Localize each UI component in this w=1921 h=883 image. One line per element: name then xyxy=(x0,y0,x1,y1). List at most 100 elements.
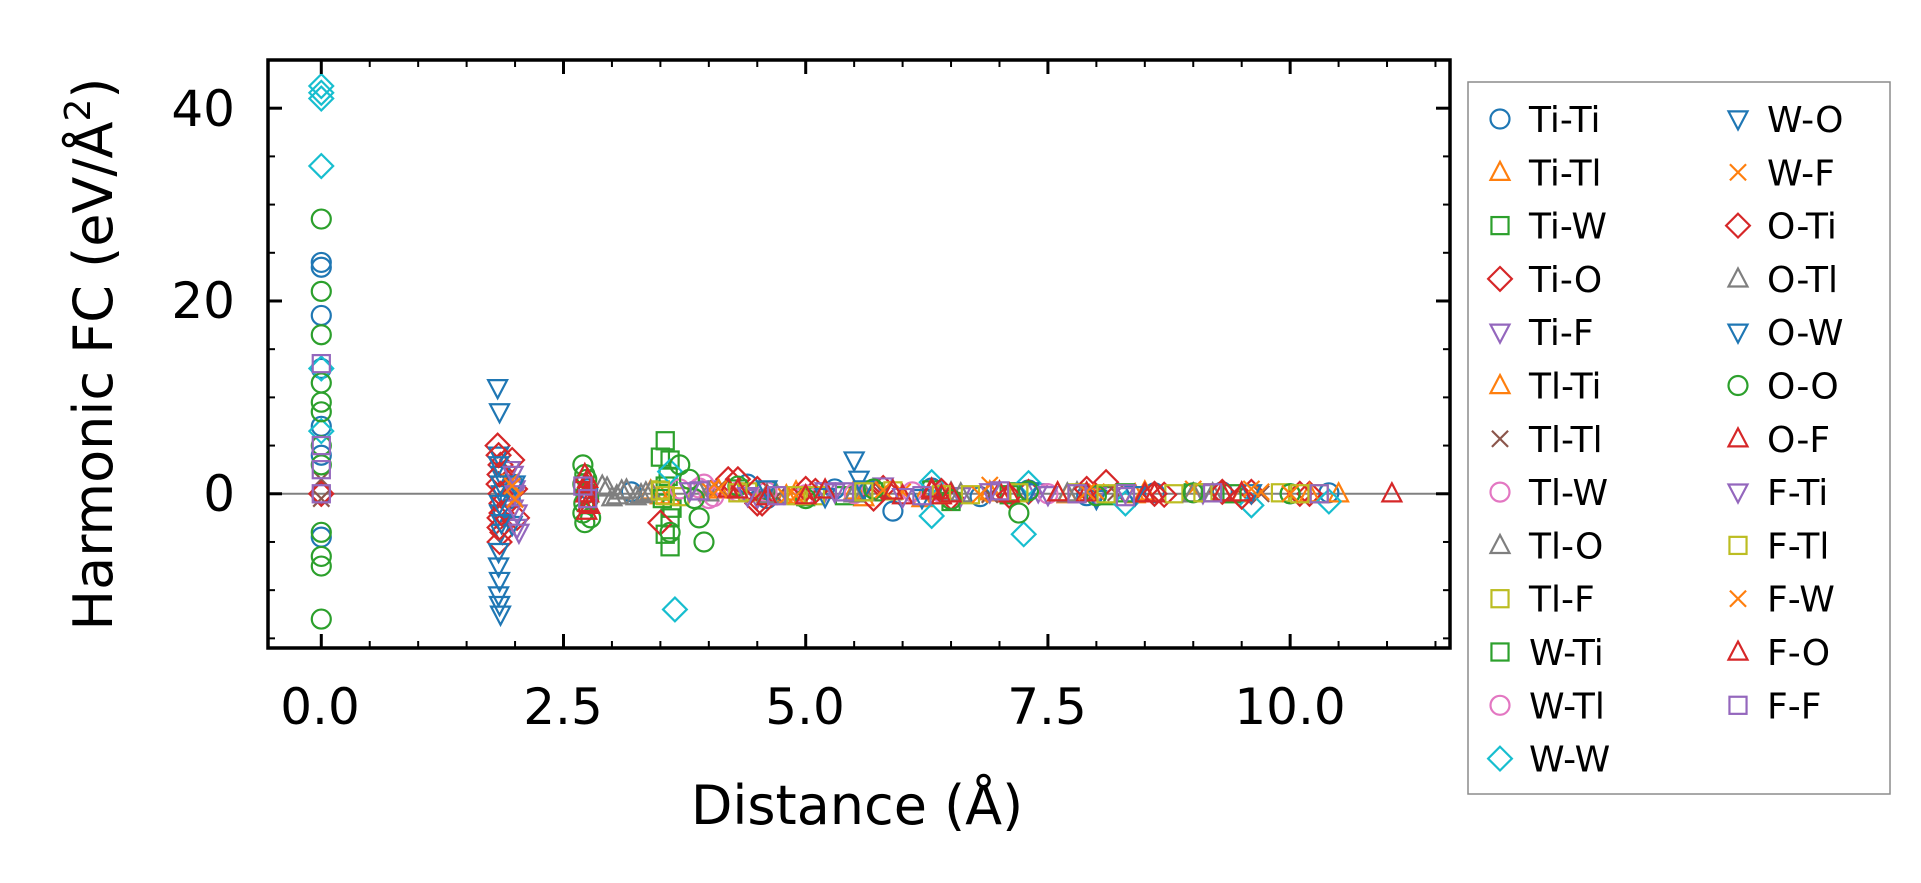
data-point-O-O-5 xyxy=(310,401,332,423)
data-point-F-Tl-0 xyxy=(650,481,671,501)
legend-marker-F-Tl xyxy=(1728,535,1748,556)
legend-entry: Ti-O xyxy=(1486,260,1602,301)
data-point-W-W-11 xyxy=(1015,469,1042,497)
legend-marker-W-Tl xyxy=(1489,694,1511,716)
data-point-O-Ti-7 xyxy=(724,465,752,493)
legend-entry: Ti-F xyxy=(1488,313,1594,354)
data-point-F-W-3 xyxy=(787,486,805,505)
legend-marker-F-Ti xyxy=(1726,483,1750,505)
data-point-F-F-6 xyxy=(689,481,709,501)
data-point-Ti-O-20 xyxy=(1296,480,1323,508)
legend-label: F-O xyxy=(1767,633,1830,674)
legend-label: O-Tl xyxy=(1767,260,1838,301)
y-tick-label-0: 0 xyxy=(203,465,235,523)
data-point-F-O-8 xyxy=(997,480,1021,503)
y-tick-label-1: 20 xyxy=(171,272,235,330)
data-point-F-F-4 xyxy=(573,476,593,496)
legend-marker-O-F xyxy=(1726,425,1750,448)
data-point-F-W-6 xyxy=(1077,482,1096,501)
data-point-Ti-O-7 xyxy=(486,528,513,556)
data-point-O-Tl-4 xyxy=(634,479,658,502)
data-point-W-Ti-9 xyxy=(1222,484,1242,504)
data-point-O-F-15 xyxy=(1380,480,1404,503)
y-tick-label-2: 40 xyxy=(171,80,235,138)
data-point-F-F-14 xyxy=(1309,484,1329,504)
data-point-O-O-23 xyxy=(678,468,701,490)
x-tick-label-3: 7.5 xyxy=(1007,678,1087,736)
data-point-F-O-4 xyxy=(794,482,818,505)
legend-entry: Tl-W xyxy=(1489,473,1608,514)
data-point-O-W-7 xyxy=(852,480,876,502)
legend-label: F-Ti xyxy=(1767,473,1828,514)
data-point-O-Ti-9 xyxy=(748,489,776,517)
data-point-W-O-14 xyxy=(842,451,866,473)
legend-marker-W-O xyxy=(1726,110,1750,132)
data-point-W-W-9 xyxy=(918,502,946,530)
data-point-Tl-Ti-9 xyxy=(1298,480,1321,503)
data-point-F-F-5 xyxy=(578,488,598,509)
data-point-Ti-O-18 xyxy=(1150,481,1178,509)
legend-marker-Tl-O xyxy=(1488,532,1512,555)
legend-entry: O-W xyxy=(1726,313,1843,354)
data-point-F-Tl-1 xyxy=(655,486,675,506)
legend-marker-Tl-W xyxy=(1489,481,1511,503)
data-point-Ti-Ti-1 xyxy=(310,251,332,274)
data-point-F-F-3 xyxy=(311,484,331,504)
data-point-O-O-35 xyxy=(1182,482,1204,504)
data-point-F-O-5 xyxy=(881,478,905,500)
legend-marker-O-O xyxy=(1727,374,1749,397)
data-point-F-W-8 xyxy=(1281,484,1299,503)
legend-label: F-W xyxy=(1767,580,1835,621)
legend-entry: F-O xyxy=(1726,633,1830,674)
data-point-O-W-4 xyxy=(487,542,510,565)
plot-frame xyxy=(266,58,1452,650)
legend-marker-Ti-Ti xyxy=(1489,108,1511,130)
legend-marker-Tl-F xyxy=(1490,589,1510,609)
x-tick-label-4: 10.0 xyxy=(1234,678,1345,736)
data-point-O-O-36 xyxy=(1279,483,1301,505)
legend-entry: Ti-Tl xyxy=(1488,153,1602,194)
data-point-Ti-Ti-19 xyxy=(1076,485,1098,507)
legend-label: W-Tl xyxy=(1529,686,1605,727)
data-point-W-O-8 xyxy=(488,571,511,594)
data-point-F-F-0 xyxy=(311,353,331,374)
legend-marker-Tl-Tl xyxy=(1491,429,1509,448)
data-point-F-O-11 xyxy=(1230,479,1254,502)
legend-label: Tl-Ti xyxy=(1528,367,1602,408)
data-point-O-Ti-10 xyxy=(792,475,820,503)
data-point-W-W-5 xyxy=(307,417,335,445)
data-point-O-W-3 xyxy=(490,513,513,536)
data-point-F-Ti-3 xyxy=(507,523,531,546)
series-O-O xyxy=(310,208,1301,630)
data-point-F-Ti-9 xyxy=(1036,486,1060,508)
data-point-F-F-7 xyxy=(766,486,787,506)
data-point-O-Tl-1 xyxy=(605,482,629,505)
data-point-W-W-0 xyxy=(307,72,335,100)
legend-entry: O-O xyxy=(1727,367,1839,408)
legend-entry: O-F xyxy=(1726,420,1830,461)
legend-label: O-F xyxy=(1767,420,1830,461)
data-point-F-W-1 xyxy=(506,490,524,509)
data-point-F-Ti-4 xyxy=(678,482,701,504)
legend-entry: O-Ti xyxy=(1724,207,1837,248)
data-point-F-W-7 xyxy=(1242,480,1261,498)
legend-entry: W-Ti xyxy=(1490,633,1604,674)
data-point-O-O-4 xyxy=(310,391,332,413)
data-point-Ti-Tl-10 xyxy=(1327,480,1350,503)
data-point-F-Tl-7 xyxy=(1096,484,1116,504)
legend-label: Tl-W xyxy=(1528,473,1608,514)
data-point-O-O-25 xyxy=(688,507,710,529)
data-point-W-W-6 xyxy=(661,596,689,623)
data-point-F-F-13 xyxy=(1202,483,1223,503)
y-tick-labels: 0 20 40 xyxy=(171,80,235,523)
data-point-O-Tl-0 xyxy=(595,475,619,497)
data-point-O-W-9 xyxy=(1017,483,1040,505)
y-axis-label-close: ) xyxy=(62,78,125,99)
legend-entry: F-Tl xyxy=(1728,526,1829,567)
data-point-F-F-8 xyxy=(834,482,855,502)
data-point-W-O-0 xyxy=(486,379,509,401)
legend-label: F-Tl xyxy=(1767,526,1829,567)
legend-entry: Tl-F xyxy=(1490,580,1595,621)
data-point-F-F-10 xyxy=(989,481,1010,501)
